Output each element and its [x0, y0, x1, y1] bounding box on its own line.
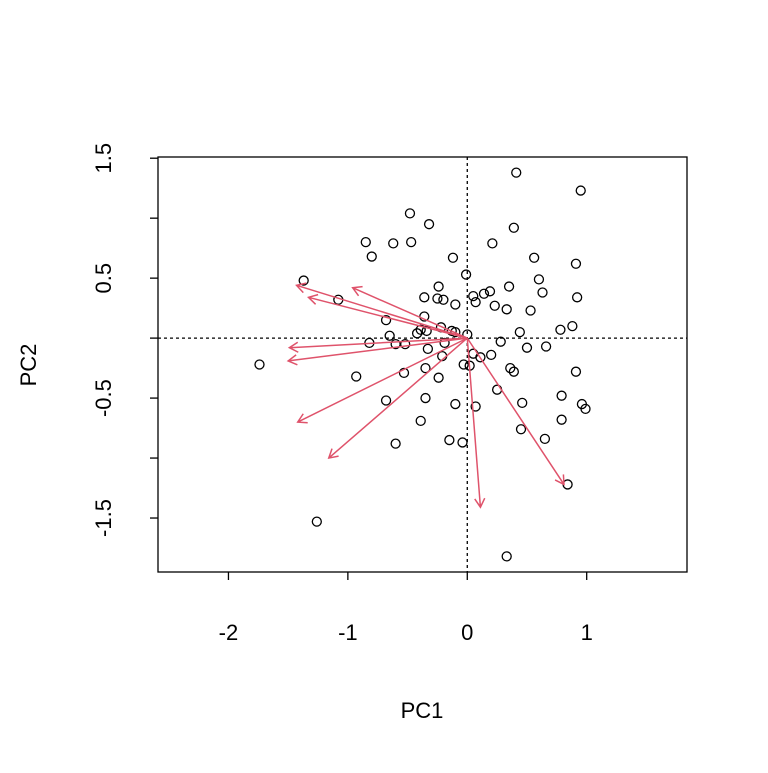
- point: [570, 366, 582, 377]
- point: [533, 274, 545, 285]
- point: [439, 337, 450, 349]
- point: [508, 366, 520, 377]
- point: [400, 338, 411, 350]
- loading-arrow: [351, 285, 468, 339]
- point: [511, 167, 522, 178]
- point: [575, 185, 586, 196]
- point: [555, 324, 566, 335]
- point: [505, 362, 516, 374]
- point: [468, 290, 479, 302]
- point: [567, 320, 578, 332]
- loading-arrow: [466, 338, 486, 509]
- point: [438, 294, 449, 305]
- point: [404, 208, 416, 219]
- x-tick-label: 1: [581, 620, 593, 645]
- point: [458, 359, 469, 370]
- point: [470, 401, 481, 412]
- point: [457, 437, 468, 448]
- point: [420, 392, 431, 404]
- point: [384, 330, 395, 341]
- x-axis-label: PC1: [401, 698, 444, 723]
- loading-arrow: [287, 337, 468, 353]
- y-tick-label: -1.5: [91, 499, 116, 537]
- point: [491, 384, 503, 395]
- point: [537, 287, 548, 298]
- point: [380, 314, 392, 326]
- point: [450, 398, 461, 410]
- point: [495, 336, 506, 347]
- loading-arrow: [307, 293, 468, 339]
- point: [487, 238, 498, 249]
- point: [444, 434, 455, 446]
- point: [419, 292, 430, 303]
- point: [501, 551, 512, 562]
- point: [460, 269, 472, 280]
- point: [450, 326, 461, 338]
- point: [254, 359, 265, 370]
- point: [388, 238, 399, 249]
- loading-arrow: [327, 337, 468, 460]
- point: [411, 328, 423, 339]
- point: [433, 372, 444, 383]
- point: [380, 395, 392, 406]
- point: [525, 305, 536, 316]
- point: [515, 424, 527, 435]
- loading-arrow: [466, 337, 565, 486]
- point: [501, 304, 512, 315]
- point: [580, 403, 591, 415]
- point: [398, 367, 410, 379]
- point: [556, 390, 567, 401]
- point: [484, 286, 496, 297]
- point: [447, 252, 459, 263]
- point: [390, 438, 401, 449]
- point: [571, 292, 583, 303]
- point: [489, 300, 500, 311]
- point: [360, 237, 371, 248]
- point: [415, 324, 426, 335]
- point: [521, 342, 533, 353]
- point: [432, 293, 443, 304]
- point: [556, 414, 567, 425]
- point: [470, 296, 481, 308]
- point: [433, 281, 444, 292]
- point: [514, 326, 525, 338]
- y-tick-label: 0.5: [91, 263, 116, 294]
- x-tick-label: -1: [338, 620, 358, 645]
- point: [311, 516, 322, 527]
- point: [570, 258, 582, 269]
- y-axis-label: PC2: [16, 344, 41, 387]
- y-tick-label: -0.5: [91, 379, 116, 417]
- y-tick-label: 1.5: [91, 143, 116, 174]
- point: [298, 275, 309, 286]
- point: [420, 362, 431, 374]
- point: [450, 299, 461, 310]
- point: [366, 251, 377, 262]
- x-tick-label: -2: [219, 620, 239, 645]
- loading-arrow: [286, 337, 468, 366]
- point: [486, 349, 497, 361]
- point: [478, 288, 490, 299]
- point: [517, 397, 528, 409]
- point: [508, 222, 520, 233]
- point: [415, 415, 426, 427]
- point: [540, 341, 552, 352]
- x-tick-label: 0: [461, 620, 473, 645]
- loading-arrow: [296, 337, 468, 424]
- point: [422, 343, 434, 355]
- point: [503, 281, 515, 292]
- point: [351, 371, 362, 382]
- loading-arrow: [295, 282, 468, 339]
- point: [423, 219, 435, 230]
- point: [421, 325, 432, 337]
- point: [406, 237, 417, 248]
- point: [529, 252, 540, 263]
- plot-frame: [157, 156, 688, 573]
- point: [475, 352, 486, 363]
- point: [539, 433, 551, 445]
